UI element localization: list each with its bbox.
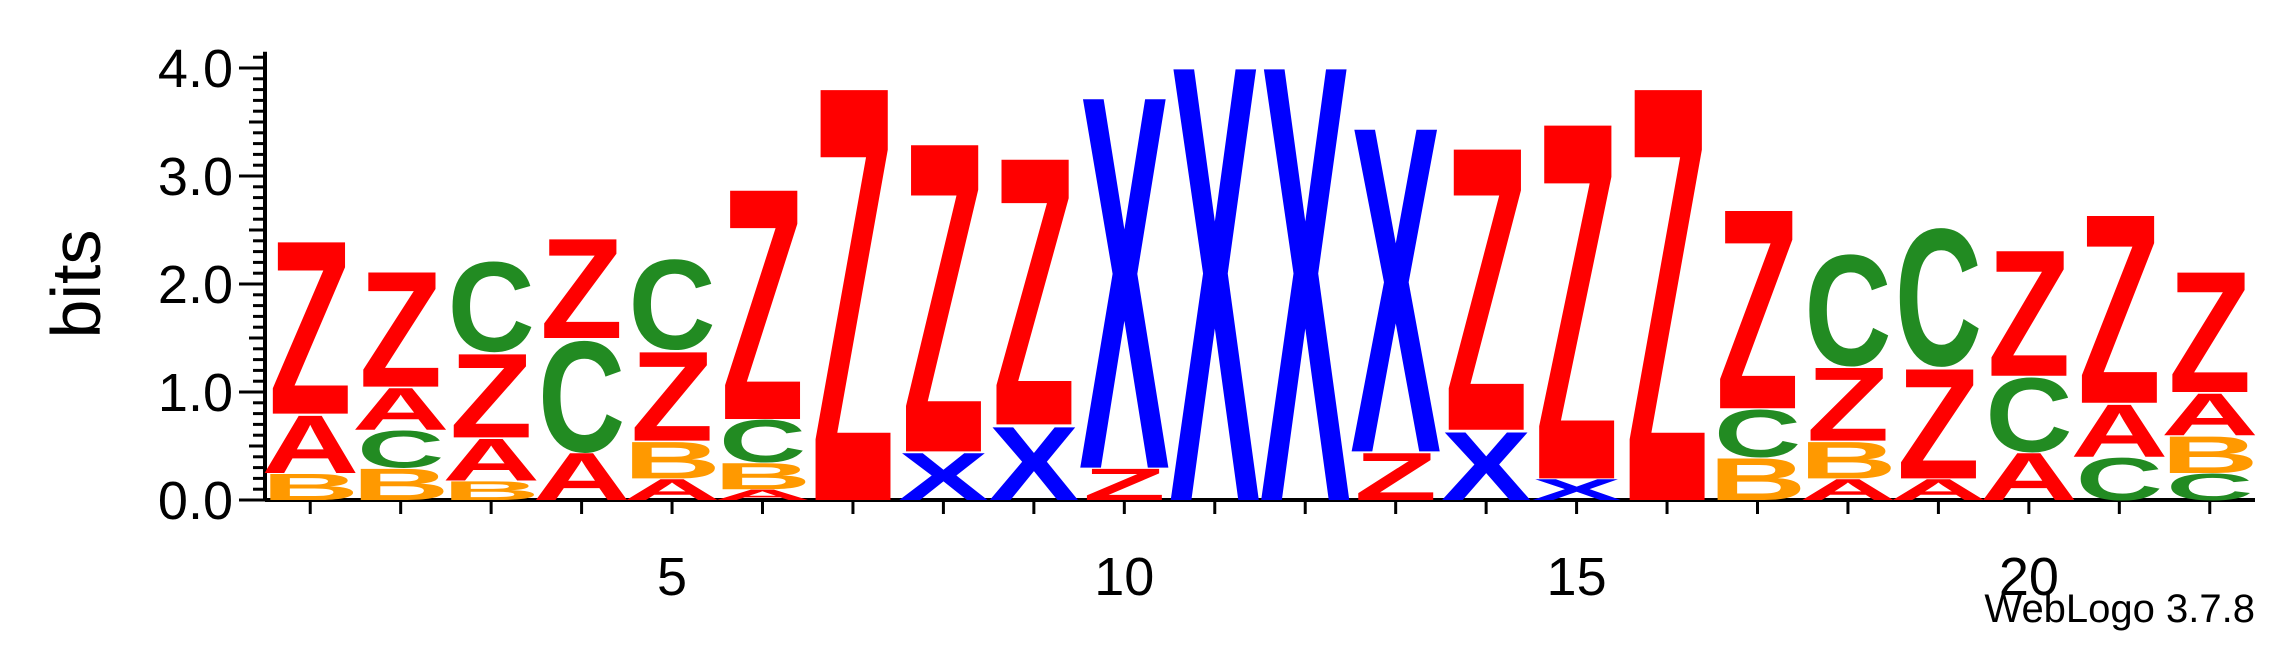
- logo-letter-z: Z: [721, 119, 804, 489]
- logo-letter-z: Z: [1535, 15, 1618, 588]
- logo-letter-z: Z: [2078, 159, 2161, 461]
- logo-letter-a: A: [623, 473, 721, 507]
- logo-letter-z: Z: [992, 78, 1075, 507]
- logo-letter-z: Z: [1987, 212, 2070, 415]
- logo-letter-c: C: [538, 309, 625, 486]
- logo-letter-x: X: [1170, 0, 1261, 633]
- logo-letter-z: Z: [1445, 62, 1528, 517]
- y-tick-label: 0.0: [158, 471, 233, 531]
- logo-letter-c: C: [448, 236, 535, 379]
- logo-letter-a: A: [1980, 439, 2078, 515]
- x-tick-label: 10: [1094, 547, 1154, 607]
- logo-letter-c: C: [357, 420, 444, 479]
- logo-letter-x: X: [989, 404, 1079, 522]
- x-tick-label: 20: [1999, 547, 2059, 607]
- footer-label: WebLogo 3.7.8: [1984, 587, 2255, 631]
- logo-letter-b: B: [1799, 431, 1897, 490]
- logo-letter-a: A: [1799, 473, 1897, 507]
- logo-letter-z: Z: [1716, 149, 1799, 470]
- logo-letter-x: X: [1260, 0, 1351, 633]
- logo-letter-z: Z: [1626, 0, 1709, 627]
- logo-letter-z: Z: [1083, 459, 1166, 510]
- logo-letter-a: A: [352, 376, 450, 443]
- logo-letter-z: Z: [812, 0, 895, 627]
- y-tick-label: 1.0: [158, 363, 233, 423]
- logo-letter-x: X: [1441, 412, 1532, 521]
- logo-letter-a: A: [1889, 473, 1987, 507]
- logo-letter-z: Z: [1354, 439, 1437, 515]
- logo-letter-z: Z: [450, 329, 533, 463]
- logo-letter-c: C: [1714, 395, 1801, 471]
- logo-letter-x: X: [1350, 28, 1441, 551]
- logo-letter-z: Z: [269, 190, 352, 467]
- logo-letter-z: Z: [2168, 235, 2251, 429]
- x-tick-label: 5: [657, 547, 687, 607]
- y-axis-label: bits: [37, 230, 115, 339]
- logo-letter-c: C: [719, 408, 806, 475]
- logo-letter-z: Z: [359, 238, 442, 423]
- y-tick-label: 4.0: [158, 39, 233, 99]
- logo-letter-c: C: [2166, 466, 2253, 508]
- logo-letter-c: C: [1985, 356, 2072, 474]
- logo-letter-z: Z: [1897, 337, 1980, 513]
- logo-letter-a: A: [714, 487, 812, 504]
- logo-letter-c: C: [628, 233, 715, 376]
- logo-letter-a: A: [442, 427, 540, 494]
- logo-letter-a: A: [2161, 381, 2259, 448]
- logo-letter-c: C: [1804, 222, 1891, 399]
- logo-letter-z: Z: [631, 325, 714, 468]
- logo-letter-b: B: [442, 475, 540, 506]
- logo-letter-a: A: [261, 398, 359, 491]
- logo-letter-x: X: [898, 439, 988, 515]
- logo-letter-b: B: [261, 466, 359, 508]
- logo-letter-a: A: [533, 439, 631, 515]
- y-tick-label: 2.0: [158, 255, 233, 315]
- logo-letter-a: A: [2070, 389, 2168, 473]
- x-tick-label: 15: [1547, 547, 1607, 607]
- logo-letter-b: B: [1709, 446, 1807, 513]
- logo-letter-z: Z: [902, 48, 985, 546]
- y-tick-label: 3.0: [158, 147, 233, 207]
- logo-letter-c: C: [2076, 446, 2163, 513]
- logo-letter-c: C: [1895, 189, 1982, 407]
- logo-letter-b: B: [714, 455, 812, 497]
- logo-letter-x: X: [1079, 0, 1170, 581]
- logo-letter-b: B: [623, 431, 721, 490]
- logo-letter-z: Z: [1807, 345, 1890, 463]
- logo-letter-b: B: [2161, 425, 2259, 484]
- logo-letter-z: Z: [540, 209, 623, 369]
- logo-letter-b: B: [352, 459, 450, 510]
- logo-letter-x: X: [1531, 473, 1621, 507]
